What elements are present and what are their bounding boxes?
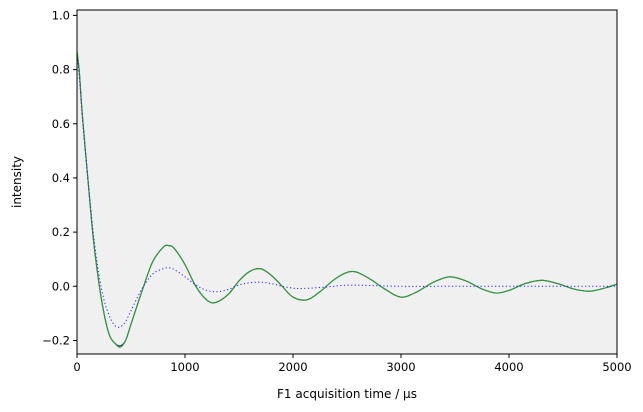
y-axis: −0.2 0.0 0.2 0.4 0.6 0.8 1.0 <box>42 8 77 347</box>
series-layer <box>76 50 618 348</box>
series-line-2 <box>76 50 618 348</box>
x-axis: 0 1000 2000 3000 4000 5000 <box>73 354 632 374</box>
x-tick-label: 5000 <box>602 360 631 374</box>
y-tick-label: 0.0 <box>52 279 70 293</box>
y-tick-label: 1.0 <box>52 8 70 22</box>
x-tick-label: 1000 <box>170 360 199 374</box>
plot-area <box>77 10 617 354</box>
x-tick-label: 4000 <box>494 360 523 374</box>
x-axis-label: F1 acquisition time / µs <box>277 387 417 401</box>
y-tick-label: 0.8 <box>52 63 70 77</box>
x-tick-label: 0 <box>73 360 80 374</box>
series-line-3 <box>76 55 617 328</box>
y-tick-label: 0.6 <box>52 117 70 131</box>
y-tick-label: 0.2 <box>52 225 70 239</box>
y-axis-label: intensity <box>10 156 24 208</box>
y-tick-label: −0.2 <box>42 333 70 347</box>
plot-frame <box>76 9 618 355</box>
x-tick-label: 2000 <box>278 360 307 374</box>
y-tick-label: 0.4 <box>52 171 70 185</box>
x-tick-label: 3000 <box>386 360 415 374</box>
